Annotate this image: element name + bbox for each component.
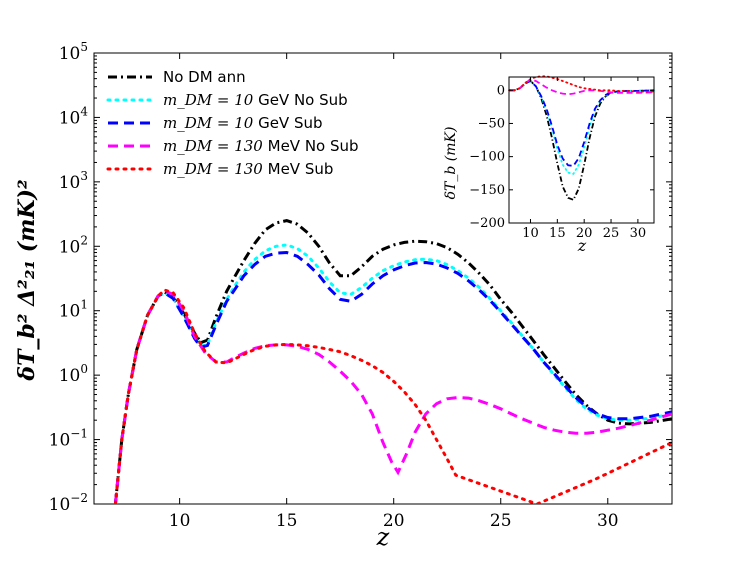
series-line-4 (113, 288, 672, 504)
y-tick-label: 10−2 (49, 491, 88, 515)
inset-series-line-4 (508, 75, 655, 93)
inset-x-axis-title: z (577, 236, 587, 255)
main-x-axis-title: z (376, 523, 390, 551)
inset-y-tick-label: −100 (469, 150, 505, 165)
inset-y-tick-label: 0 (497, 83, 505, 98)
legend: No DM ann m_DM = 10 GeV No Sub m_DM = 10 G… (106, 68, 359, 178)
svg-text:δT_b (mK): δT_b (mK) (443, 127, 459, 200)
legend-label-1: m_DM = 10 GeV No Sub (163, 91, 348, 109)
main-series-group (113, 219, 672, 504)
inset-series-line-2 (509, 79, 655, 167)
inset-y-axis-title: δT_b (mK) (443, 127, 459, 200)
x-tick-label: 20 (383, 511, 405, 531)
inset-background (480, 73, 658, 223)
inset-x-tick-label: 30 (630, 226, 647, 241)
main-plot-frame (93, 52, 673, 505)
inset-y-tick-label: −200 (469, 216, 505, 231)
legend-label-2: m_DM = 10 GeV Sub (163, 114, 323, 132)
y-tick-label: 10−1 (49, 427, 88, 451)
legend-label-3: m_DM = 130 MeV No Sub (163, 137, 359, 155)
inset-plot-frame (508, 76, 655, 224)
svg-text:δT_b² Δ²₂₁ (mK)²: δT_b² Δ²₂₁ (mK)² (14, 179, 40, 381)
series-line-2 (113, 250, 672, 504)
inset-x-tick-label: 25 (603, 226, 620, 241)
x-tick-label: 15 (276, 511, 298, 531)
y-tick-label: 102 (59, 233, 88, 257)
series-line-0 (113, 219, 672, 504)
inset-x-tick-label: 10 (522, 226, 539, 241)
inset-y-tick-label: −50 (478, 116, 505, 131)
inset-x-tick-label: 20 (576, 226, 593, 241)
inset-ticks-group: 10 15 20 25 30 0 −50 −100 −150 −200 (469, 77, 654, 241)
inset-x-tick-label: 15 (549, 226, 566, 241)
series-line-1 (113, 243, 672, 504)
x-tick-label: 30 (597, 511, 619, 531)
y-tick-label: 100 (59, 362, 88, 386)
x-tick-label: 10 (169, 511, 191, 531)
y-tick-label: 101 (59, 298, 88, 322)
y-tick-label: 105 (59, 40, 88, 64)
legend-label-4: m_DM = 130 MeV Sub (163, 160, 333, 178)
legend-label-0: No DM ann (163, 68, 246, 86)
inset-series-group (508, 75, 655, 201)
inset-y-tick-label: −150 (469, 183, 505, 198)
y-tick-label: 103 (59, 169, 88, 193)
series-line-3 (113, 289, 672, 504)
y-tick-label: 104 (59, 104, 89, 128)
x-tick-label: 25 (490, 511, 512, 531)
main-y-axis-title: δT_b² Δ²₂₁ (mK)² (14, 179, 40, 381)
